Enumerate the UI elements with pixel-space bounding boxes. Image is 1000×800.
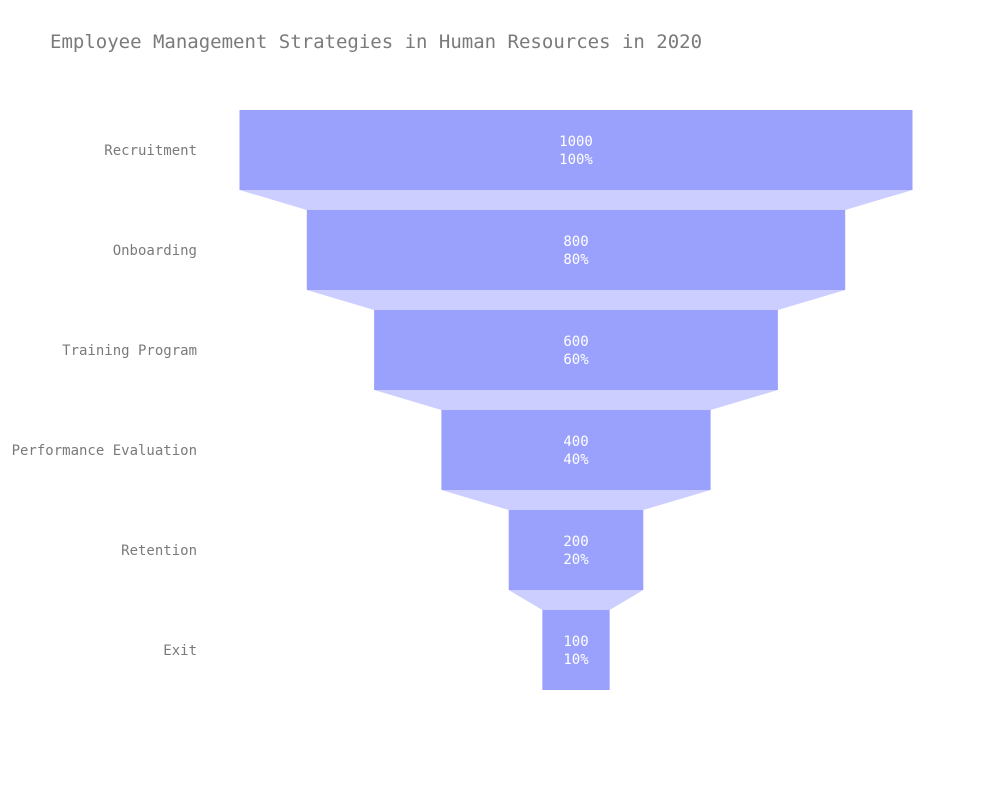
value-label-performance-evaluation: 400 xyxy=(563,434,588,450)
value-label-recruitment: 1000 xyxy=(559,134,593,150)
funnel-bar-performance-evaluation[interactable] xyxy=(441,410,711,490)
percent-label-training-program: 60% xyxy=(563,352,589,368)
funnel-bar-onboarding[interactable] xyxy=(306,210,846,290)
percent-label-onboarding: 80% xyxy=(563,252,589,268)
percent-label-performance-evaluation: 40% xyxy=(563,452,589,468)
percent-label-exit: 10% xyxy=(563,652,589,668)
value-label-onboarding: 800 xyxy=(563,234,588,250)
funnel-bar-retention[interactable] xyxy=(508,510,644,590)
funnel-connector-recruitment xyxy=(239,190,913,210)
stage-label-recruitment: Recruitment xyxy=(104,143,197,159)
funnel-bar-exit[interactable] xyxy=(542,610,610,690)
value-label-retention: 200 xyxy=(563,534,588,550)
funnel-bar-training-program[interactable] xyxy=(374,310,778,390)
chart-title: Employee Management Strategies in Human … xyxy=(50,31,703,53)
value-label-exit: 100 xyxy=(563,634,588,650)
stage-label-retention: Retention xyxy=(121,543,197,559)
stage-label-onboarding: Onboarding xyxy=(113,243,197,259)
funnel-bar-recruitment[interactable] xyxy=(239,110,913,190)
percent-label-retention: 20% xyxy=(563,552,589,568)
value-label-training-program: 600 xyxy=(563,334,588,350)
percent-label-recruitment: 100% xyxy=(559,152,593,168)
stage-label-exit: Exit xyxy=(163,643,197,659)
funnel-connector-retention xyxy=(508,590,644,610)
stage-label-training-program: Training Program xyxy=(62,343,197,359)
funnel-connector-training-program xyxy=(374,390,778,410)
funnel-connector-onboarding xyxy=(306,290,846,310)
stage-label-performance-evaluation: Performance Evaluation xyxy=(12,443,197,459)
funnel-connector-performance-evaluation xyxy=(441,490,711,510)
